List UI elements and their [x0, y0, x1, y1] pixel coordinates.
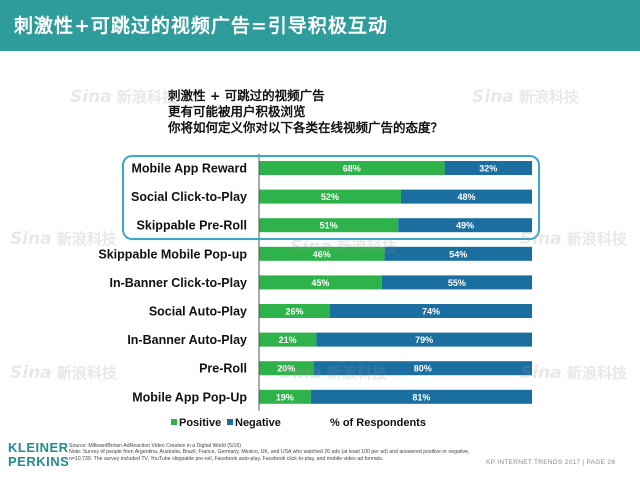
bar-negative — [313, 361, 532, 376]
bar-negative — [381, 275, 532, 290]
bar-positive — [259, 246, 385, 261]
category-label: In-Banner Click-to-Play — [109, 276, 247, 290]
data-label-negative: 54% — [449, 249, 467, 259]
legend-swatch-positive — [171, 419, 177, 425]
x-axis-label: % of Respondents — [330, 417, 426, 429]
bar-negative — [398, 218, 532, 233]
bar-positive — [259, 218, 399, 233]
bar-positive — [259, 361, 314, 376]
data-label-positive: 19% — [276, 392, 294, 402]
category-label: In-Banner Auto-Play — [127, 333, 247, 347]
category-label: Skippable Mobile Pop-up — [98, 247, 247, 261]
question-line-2: 更有可能被用户积极浏览 — [168, 104, 306, 119]
source-note: Source: MillwardBrown AdReaction Video C… — [69, 443, 470, 462]
bar-negative — [310, 389, 532, 404]
data-label-positive: 21% — [279, 335, 297, 345]
footer-page-info: KP INTERNET TRENDS 2017 | PAGE 26 — [486, 459, 616, 466]
header-bar: 刺激性+可跳过的视频广告=引导积极互动 — [0, 0, 640, 51]
data-label-positive: 45% — [311, 278, 329, 288]
data-label-negative: 79% — [415, 335, 433, 345]
data-label-negative: 48% — [457, 192, 475, 202]
kleiner-perkins-logo: KLEINER PERKINS — [8, 441, 69, 469]
bar-negative — [400, 189, 532, 204]
data-label-negative: 74% — [422, 307, 440, 317]
question-line-1: 刺激性 + 可跳过的视频广告 — [168, 88, 325, 103]
data-label-positive: 46% — [313, 249, 331, 259]
bar-negative — [316, 332, 532, 347]
data-label-positive: 20% — [277, 364, 295, 374]
legend-label-positive: Positive — [179, 417, 221, 429]
legend-label-negative: Negative — [235, 417, 281, 429]
bar-positive — [259, 275, 382, 290]
bar-negative — [444, 161, 532, 175]
logo-line-1: KLEINER — [8, 440, 69, 455]
category-label: Pre-Roll — [199, 362, 247, 376]
logo-line-2: PERKINS — [8, 454, 70, 469]
data-label-positive: 26% — [285, 307, 303, 317]
category-label: Mobile App Reward — [131, 162, 247, 176]
category-label: Social Auto-Play — [149, 305, 247, 319]
data-label-positive: 51% — [320, 221, 338, 231]
highlight-box — [122, 155, 540, 240]
legend-swatch-negative — [227, 419, 233, 425]
data-label-negative: 80% — [414, 364, 432, 374]
bar-positive — [259, 389, 311, 404]
bar-positive — [259, 332, 317, 347]
data-label-negative: 32% — [479, 164, 497, 174]
data-label-negative: 55% — [448, 278, 466, 288]
page-title: 刺激性+可跳过的视频广告=引导积极互动 — [14, 15, 388, 37]
data-label-negative: 49% — [456, 221, 474, 231]
bar-negative — [329, 304, 532, 318]
category-label: Social Click-to-Play — [131, 190, 247, 204]
bar-positive — [259, 189, 401, 204]
category-label: Skippable Pre-Roll — [137, 219, 247, 233]
data-label-positive: 68% — [343, 164, 361, 174]
bar-positive — [259, 304, 330, 318]
data-label-positive: 52% — [321, 192, 339, 202]
survey-question: 刺激性 + 可跳过的视频广告 更有可能被用户积极浏览 你将如何定义你对以下各类在… — [168, 88, 443, 136]
data-label-negative: 81% — [412, 392, 430, 402]
question-line-3: 你将如何定义你对以下各类在线视频广告的态度？ — [168, 120, 444, 135]
category-label: Mobile App Pop-Up — [132, 390, 247, 404]
bar-negative — [384, 246, 532, 261]
bar-positive — [259, 161, 445, 175]
